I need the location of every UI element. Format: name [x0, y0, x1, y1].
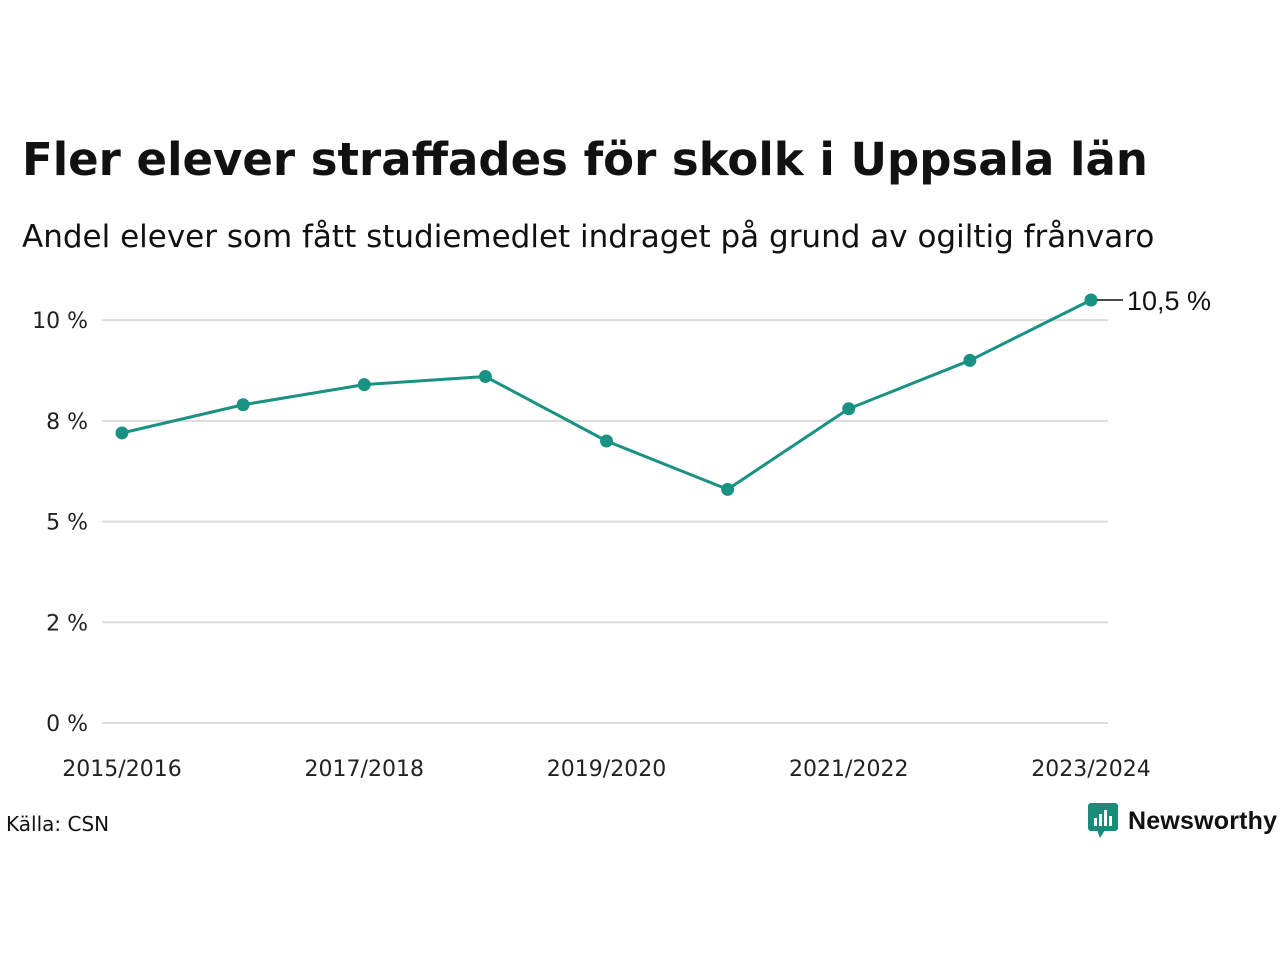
x-tick-label: 2015/2016	[62, 757, 181, 782]
brand-name: Newsworthy	[1128, 806, 1278, 835]
data-point	[478, 370, 492, 384]
y-tick-label: 0 %	[46, 712, 88, 737]
data-points	[115, 293, 1098, 496]
end-value-label: 10,5 %	[1127, 286, 1211, 316]
x-tick-label: 2019/2020	[547, 757, 666, 782]
x-axis-tick-labels: 2015/2016 2017/2018 2019/2020 2021/2022 2023…	[62, 757, 1150, 782]
chart-subtitle: Andel elever som fått studiemedlet indra…	[22, 219, 1155, 255]
end-label-group: 10,5 %	[1097, 286, 1211, 316]
data-point	[236, 398, 250, 412]
y-tick-label: 2 %	[46, 611, 88, 636]
x-tick-label: 2021/2022	[789, 757, 908, 782]
chart-title: Fler elever straffades för skolk i Uppsa…	[22, 133, 1148, 186]
data-point	[600, 434, 613, 448]
data-point	[842, 402, 856, 416]
data-point	[357, 378, 371, 392]
data-point	[721, 482, 735, 496]
data-point	[1084, 293, 1098, 307]
y-tick-label: 5 %	[46, 511, 88, 536]
x-tick-label: 2023/2024	[1031, 757, 1150, 782]
newsworthy-logo-icon	[1088, 803, 1118, 838]
series	[120, 298, 1093, 491]
y-axis-tick-labels: 0 % 2 % 5 % 8 % 10 %	[32, 309, 88, 737]
data-point	[963, 353, 977, 367]
gridlines	[102, 319, 1108, 724]
y-tick-label: 10 %	[32, 309, 88, 334]
data-point	[115, 426, 129, 440]
series-line	[120, 298, 1093, 491]
y-tick-label: 8 %	[46, 410, 88, 435]
x-tick-label: 2017/2018	[305, 757, 424, 782]
brand-logo: Newsworthy	[1088, 803, 1277, 839]
source-note: Källa: CSN	[6, 812, 110, 836]
